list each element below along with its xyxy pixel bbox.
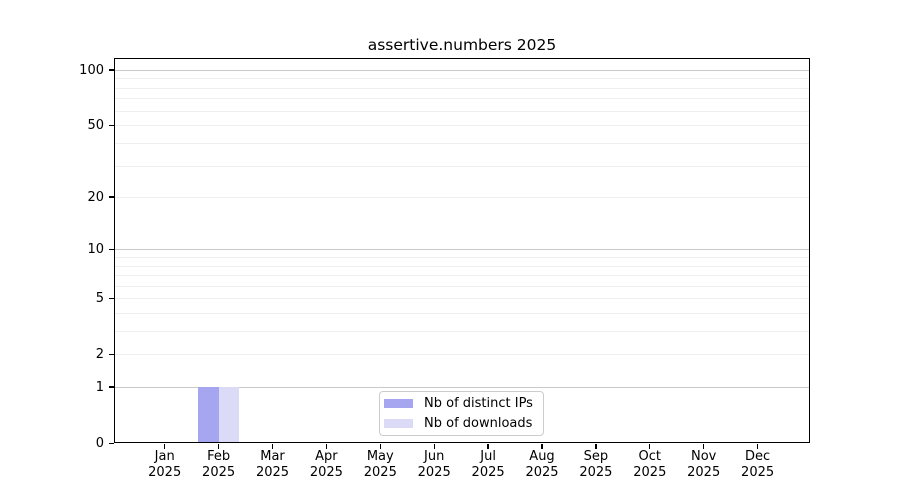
- legend-item: Nb of distinct IPs: [384, 395, 543, 413]
- x-tick-year: 2025: [579, 464, 613, 480]
- x-tick-mark: [649, 444, 651, 449]
- x-tick-mark: [379, 444, 381, 449]
- x-tick-month: Feb: [207, 449, 231, 464]
- x-tick-mark: [595, 444, 597, 449]
- x-tick-month: Dec: [745, 449, 771, 464]
- minor-gridline: [114, 285, 810, 287]
- x-tick-year: 2025: [363, 464, 397, 480]
- x-tick-label: Apr 2025: [294, 449, 358, 480]
- bar-downloads: [218, 387, 239, 444]
- y-tick-label: 100: [79, 62, 104, 78]
- legend-label: Nb of distinct IPs: [424, 395, 533, 411]
- x-tick-month: Jun: [424, 449, 445, 464]
- x-tick-mark: [217, 444, 220, 449]
- x-tick-label: Sep 2025: [564, 449, 628, 480]
- x-tick-mark: [703, 444, 705, 449]
- x-tick-year: 2025: [417, 464, 451, 480]
- x-tick-label: Jan 2025: [133, 449, 197, 480]
- x-tick-label: Feb 2025: [187, 449, 251, 480]
- minor-gridline: [114, 331, 810, 333]
- x-tick-mark: [164, 444, 166, 449]
- x-tick-mark: [433, 444, 435, 449]
- minor-gridline: [114, 257, 810, 258]
- y-tick-mark: [108, 386, 114, 388]
- legend-swatch: [384, 398, 413, 409]
- x-tick-year: 2025: [687, 464, 721, 480]
- x-tick-month: Oct: [638, 449, 662, 464]
- minor-gridline: [114, 78, 810, 80]
- y-tick-label: 20: [87, 189, 104, 205]
- minor-gridline: [114, 142, 810, 144]
- x-tick-label: May 2025: [348, 449, 412, 480]
- minor-gridline: [114, 125, 810, 127]
- minor-gridline: [114, 354, 810, 356]
- x-tick-label: Jun 2025: [402, 449, 466, 480]
- minor-gridline: [114, 265, 810, 267]
- x-tick-label: Jul 2025: [456, 449, 520, 480]
- legend: Nb of distinct IPs Nb of downloads: [379, 391, 544, 436]
- x-tick-label: Oct 2025: [618, 449, 682, 480]
- y-tick-label: 1: [95, 379, 104, 395]
- legend-swatch: [384, 418, 413, 429]
- x-tick-mark: [271, 444, 274, 449]
- x-tick-label: Nov 2025: [672, 449, 736, 480]
- minor-gridline: [114, 110, 810, 112]
- minor-gridline: [114, 165, 810, 167]
- x-tick-month: Jul: [480, 449, 496, 464]
- minor-gridline: [114, 197, 810, 198]
- x-tick-year: 2025: [309, 464, 343, 480]
- minor-gridline: [114, 98, 810, 100]
- x-tick-month: Sep: [583, 449, 609, 464]
- y-tick-label: 10: [87, 241, 104, 257]
- plot-area-border: [114, 58, 810, 444]
- x-tick-year: 2025: [633, 464, 667, 480]
- x-tick-month: Aug: [529, 449, 555, 464]
- x-tick-year: 2025: [255, 464, 290, 480]
- x-tick-month: Nov: [691, 449, 717, 464]
- y-tick-label: 5: [95, 290, 104, 306]
- bar-distinct-ips: [198, 387, 219, 444]
- x-tick-month: Jan: [154, 449, 175, 464]
- minor-gridline: [114, 298, 810, 300]
- y-tick-label: 50: [87, 117, 104, 133]
- major-gridline: [114, 387, 810, 389]
- x-tick-year: 2025: [202, 464, 236, 480]
- x-tick-month: May: [366, 449, 394, 464]
- x-tick-label: Dec 2025: [726, 449, 790, 480]
- y-tick-mark: [108, 297, 114, 299]
- y-tick-label: 0: [95, 435, 104, 451]
- x-tick-month: Apr: [315, 449, 338, 464]
- major-gridline: [114, 70, 810, 72]
- y-tick-mark: [108, 353, 114, 355]
- x-tick-mark: [487, 444, 489, 449]
- major-gridline: [114, 249, 810, 251]
- legend-label: Nb of downloads: [424, 415, 533, 431]
- x-tick-label: Mar 2025: [241, 449, 305, 480]
- x-tick-year: 2025: [471, 464, 505, 480]
- x-tick-year: 2025: [525, 464, 559, 480]
- y-tick-mark: [108, 124, 114, 126]
- y-tick-label: 2: [95, 346, 104, 362]
- x-tick-mark: [325, 444, 328, 449]
- x-tick-label: Aug 2025: [510, 449, 574, 480]
- minor-gridline: [114, 313, 810, 315]
- x-tick-mark: [541, 444, 543, 449]
- y-tick-mark: [108, 442, 114, 444]
- chart-title: assertive.numbers 2025: [367, 36, 557, 54]
- y-tick-mark: [108, 196, 114, 198]
- x-tick-month: Mar: [260, 449, 285, 464]
- y-tick-mark: [108, 248, 114, 250]
- minor-gridline: [114, 275, 810, 277]
- y-tick-mark: [108, 69, 114, 71]
- legend-item: Nb of downloads: [384, 415, 543, 433]
- x-tick-mark: [756, 444, 759, 449]
- minor-gridline: [114, 87, 810, 89]
- x-tick-year: 2025: [148, 464, 182, 480]
- x-tick-year: 2025: [741, 464, 775, 480]
